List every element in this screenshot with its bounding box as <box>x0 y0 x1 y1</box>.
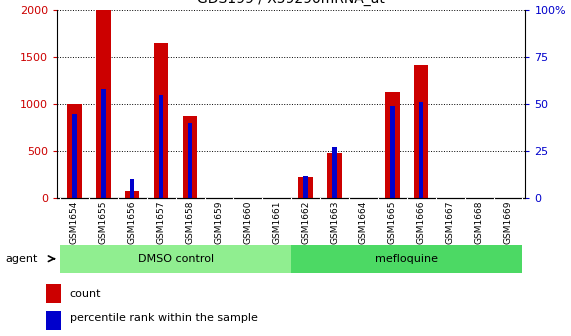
Bar <box>46 311 61 330</box>
Bar <box>46 284 61 303</box>
Text: GSM1664: GSM1664 <box>359 200 368 244</box>
Text: GSM1663: GSM1663 <box>330 200 339 244</box>
Text: GSM1660: GSM1660 <box>243 200 252 244</box>
Bar <box>96 10 111 198</box>
Text: GSM1661: GSM1661 <box>272 200 282 244</box>
Bar <box>130 179 134 198</box>
Bar <box>304 176 308 198</box>
Bar <box>125 191 139 198</box>
Bar <box>159 95 163 198</box>
Text: DMSO control: DMSO control <box>138 254 214 264</box>
Bar <box>390 106 395 198</box>
Text: GSM1654: GSM1654 <box>70 200 79 244</box>
Text: GSM1656: GSM1656 <box>128 200 136 244</box>
Bar <box>73 114 77 198</box>
Text: GSM1655: GSM1655 <box>99 200 108 244</box>
Bar <box>188 123 192 198</box>
FancyBboxPatch shape <box>291 245 522 273</box>
Text: percentile rank within the sample: percentile rank within the sample <box>70 312 258 323</box>
Bar <box>414 65 428 198</box>
Text: GSM1658: GSM1658 <box>186 200 195 244</box>
Text: mefloquine: mefloquine <box>375 254 439 264</box>
Text: GSM1668: GSM1668 <box>475 200 484 244</box>
Bar <box>385 92 400 198</box>
Bar <box>419 102 424 198</box>
Bar <box>299 177 313 198</box>
Bar <box>67 104 82 198</box>
Text: agent: agent <box>6 254 38 264</box>
Text: GSM1657: GSM1657 <box>156 200 166 244</box>
Title: GDS199 / X59290mRNA_at: GDS199 / X59290mRNA_at <box>197 0 385 6</box>
Bar <box>183 116 197 198</box>
Text: GSM1666: GSM1666 <box>417 200 426 244</box>
Bar <box>101 89 106 198</box>
Text: GSM1659: GSM1659 <box>215 200 223 244</box>
Text: GSM1667: GSM1667 <box>446 200 455 244</box>
FancyBboxPatch shape <box>60 245 291 273</box>
Text: GSM1669: GSM1669 <box>504 200 513 244</box>
Text: count: count <box>70 289 101 299</box>
Text: GSM1665: GSM1665 <box>388 200 397 244</box>
Text: GSM1662: GSM1662 <box>301 200 310 244</box>
Bar <box>332 148 337 198</box>
Bar <box>327 153 342 198</box>
Bar <box>154 43 168 198</box>
